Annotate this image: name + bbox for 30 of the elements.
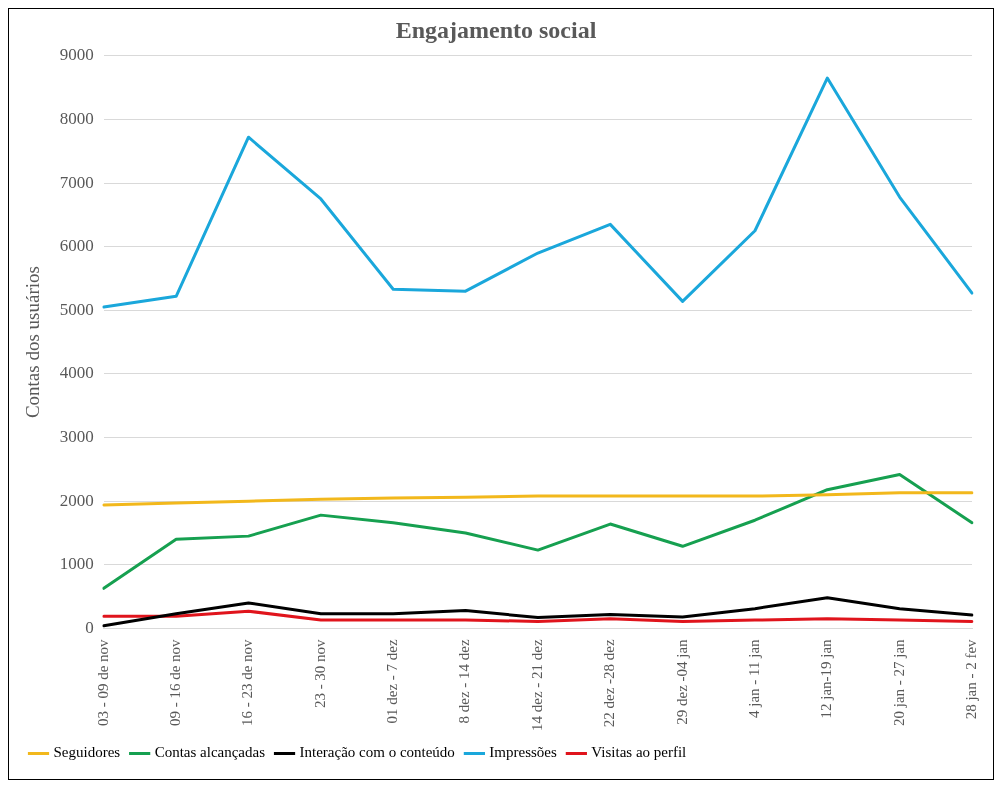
x-tick-label: 29 dez -04 jan: [673, 638, 690, 725]
x-tick-label: 14 dez - 21 dez: [528, 639, 545, 732]
y-tick-label: 4000: [59, 363, 94, 383]
y-tick-label: 5000: [59, 299, 94, 319]
x-tick-label: 4 jan - 11 jan: [745, 638, 762, 718]
x-tick-label: 8 dez - 14 dez: [456, 639, 473, 724]
x-tick-label: 16 - 23 de nov: [239, 638, 256, 727]
y-tick-label: 8000: [59, 108, 94, 128]
x-tick-label: 12 jan-19 jan: [818, 638, 835, 719]
legend-label: Interação com o conteúdo: [299, 744, 455, 761]
y-tick-label: 7000: [59, 172, 94, 192]
x-tick-label: 20 jan - 27 jan: [890, 638, 907, 727]
x-tick-label: 23 - 30 nov: [311, 638, 328, 709]
x-tick-label: 09 - 16 de nov: [167, 638, 184, 727]
y-tick-label: 6000: [59, 236, 94, 256]
x-tick-label: 01 dez - 7 dez: [384, 639, 401, 724]
legend-label: Seguidores: [53, 744, 121, 761]
legend-label: Impressões: [489, 744, 558, 761]
y-tick-label: 2000: [59, 490, 94, 510]
x-tick-label: 22 dez -28 dez: [601, 639, 618, 728]
chart-title: Engajamento social: [395, 16, 597, 43]
y-tick-label: 3000: [59, 426, 94, 446]
legend-label: Contas alcançadas: [154, 744, 266, 761]
x-tick-label: 28 jan - 2 fev: [962, 638, 979, 720]
y-tick-label: 0: [85, 617, 94, 637]
y-tick-label: 9000: [59, 45, 94, 65]
x-tick-label: 03 - 09 de nov: [94, 638, 111, 727]
y-tick-label: 1000: [59, 554, 94, 574]
y-axis-title: Contas dos usuários: [22, 266, 44, 419]
legend-label: Visitas ao perfil: [591, 744, 687, 761]
